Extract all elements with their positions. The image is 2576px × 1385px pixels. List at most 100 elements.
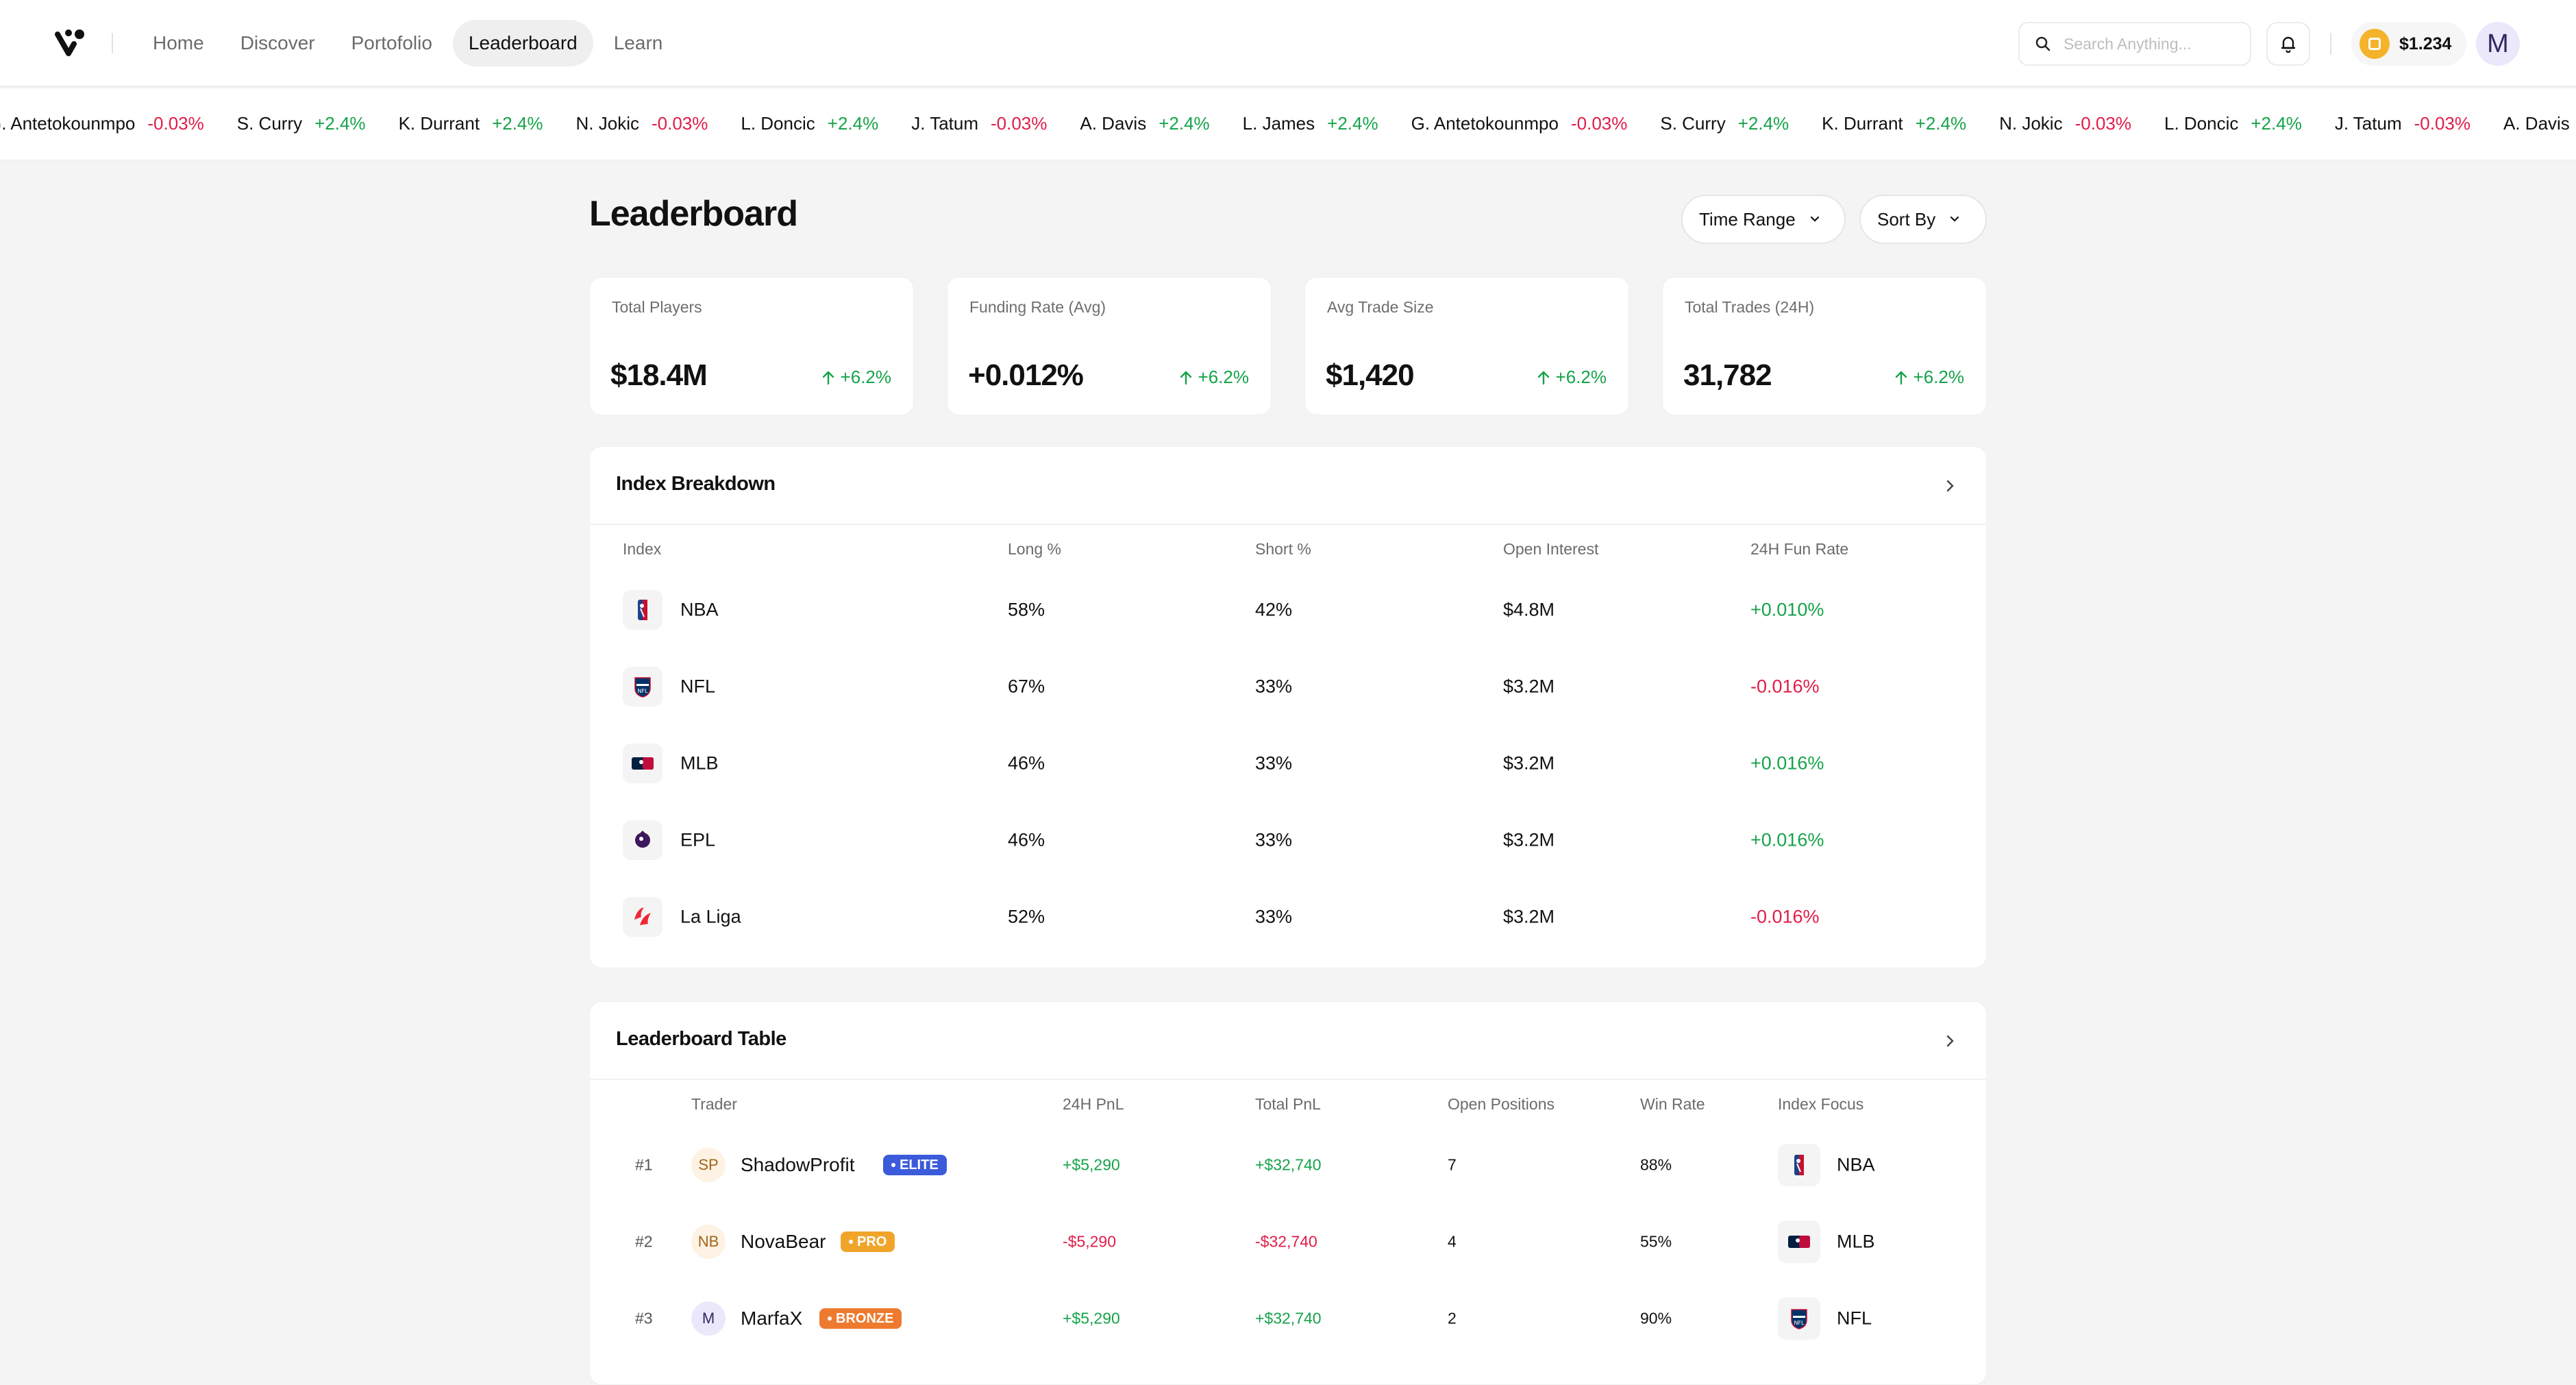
epl-logo-icon [623,820,662,860]
short-percent: 42% [1255,599,1293,620]
chevron-right-icon[interactable] [1941,477,1959,495]
trader-name[interactable]: MarfaX [741,1308,803,1329]
ticker-change: -0.03% [651,113,708,134]
tier-badge: ELITE [883,1155,947,1175]
col-header-win-rate: Win Rate [1640,1095,1705,1113]
open-interest: $3.2M [1503,676,1555,697]
short-percent: 33% [1255,829,1293,850]
index-row[interactable]: EPL 46% 33% $3.2M +0.016% [590,802,1987,879]
ticker-item[interactable]: K. Durrant +2.4% [1822,113,1966,134]
long-percent: 58% [1008,599,1045,620]
panel-title: Leaderboard Table [616,1028,787,1050]
sort-by-dropdown[interactable]: Sort By [1859,195,1987,244]
arrow-up-icon [1537,370,1549,384]
nav-leaderboard[interactable]: Leaderboard [452,20,593,66]
panel-header: Leaderboard Table [590,1002,1986,1080]
ticker-player-name: G. Antetokounmpo [1411,113,1559,134]
fun-rate: -0.016% [1750,676,1820,697]
ticker-item[interactable]: A. Davis+2.4% [2503,113,2576,134]
stat-card-total-players: Total Players $18.4M +6.2% [589,277,914,415]
brand-logo-icon[interactable] [55,26,86,58]
user-avatar[interactable]: M [2476,22,2520,66]
ticker-item[interactable]: L. Doncic +2.4% [2164,113,2302,134]
mlb-logo-icon [623,744,662,783]
ticker-item[interactable]: J. Tatum -0.03% [2335,113,2470,134]
leaderboard-row[interactable]: #1 SP ShadowProfit ELITE +$5,290 +$32,74… [590,1127,1987,1203]
tier-label: ELITE [900,1157,939,1173]
ticker-item[interactable]: K. Durrant +2.4% [399,113,543,134]
index-row[interactable]: La Liga 52% 33% $3.2M -0.016% [590,879,1987,955]
ticker-player-name: K. Durrant [398,113,480,134]
col-header-24h-pnl: 24H PnL [1063,1095,1124,1113]
pnl-total: +$32,740 [1255,1309,1322,1327]
nba-logo-icon [1778,1144,1820,1186]
bell-icon [2281,36,2296,53]
ticker-item[interactable]: G. Antetokounmpo -0.03% [1411,113,1628,134]
index-row[interactable]: NFL NFL 67% 33% $3.2M -0.016% [590,648,1987,725]
ticker-item[interactable]: A. Davis+2.4% [1080,113,1209,134]
ticker-item[interactable]: S. Curry +2.4% [237,113,366,134]
trader-name[interactable]: NovaBear [741,1231,826,1252]
ticker-item[interactable]: L. James +2.4% [1243,113,1378,134]
col-header-open-interest: Open Interest [1503,540,1599,558]
ticker-player-name: L. Doncic [741,113,815,134]
index-name: NFL [680,676,716,697]
stat-label: Total Trades (24H) [1685,298,1815,316]
ticker-player-name: S. Curry [236,113,303,134]
search-box[interactable] [2018,22,2251,66]
notifications-button[interactable] [2266,22,2310,66]
stat-value: $18.4M [610,358,708,392]
stat-value: $1,420 [1326,358,1415,392]
mlb-logo-icon [1778,1221,1820,1263]
long-percent: 46% [1008,829,1045,850]
index-name: EPL [680,829,716,850]
arrow-up-icon [1180,370,1191,384]
tier-label: PRO [857,1234,887,1249]
ticker-item[interactable]: G. Antetokounmpo -0.03% [0,113,204,134]
col-header-open-positions: Open Positions [1448,1095,1555,1113]
tier-badge: BRONZE [819,1308,902,1329]
trader-avatar: NB [691,1225,726,1259]
trader-name[interactable]: ShadowProfit [741,1154,855,1175]
leaderboard-table-panel: Leaderboard Table Trader 24H PnL Total P… [589,1001,1987,1385]
ticker-item[interactable]: L. Doncic +2.4% [741,113,878,134]
ticker-item[interactable]: S. Curry +2.4% [1660,113,1789,134]
index-row[interactable]: NBA 58% 42% $4.8M +0.010% [590,572,1987,648]
ticker-player-name: G. Antetokounmpo [0,113,136,134]
stats-cards: Total Players $18.4M +6.2% Funding Rate … [589,277,1987,415]
index-row[interactable]: MLB 46% 33% $3.2M +0.016% [590,725,1987,802]
leaderboard-row[interactable]: #3 M MarfaX BRONZE +$5,290 +$32,740 2 90… [590,1280,1987,1357]
ticker-item[interactable]: N. Jokic -0.03% [1999,113,2131,134]
short-percent: 33% [1255,906,1293,927]
nav-home[interactable]: Home [153,32,204,53]
ticker-item[interactable]: J. Tatum -0.03% [911,113,1047,134]
stat-change: +6.2% [1894,367,1964,388]
search-input[interactable] [2064,34,2242,53]
time-range-dropdown[interactable]: Time Range [1681,195,1846,244]
ticker-player-name: J. Tatum [911,113,978,134]
ticker-change: +2.4% [2251,113,2302,134]
col-header-fun-rate: 24H Fun Rate [1750,540,1849,558]
stat-label: Funding Rate (Avg) [969,298,1106,316]
ticker-change: +2.4% [827,113,879,134]
nav-discover[interactable]: Discover [240,32,315,53]
stat-change-value: +6.2% [1913,367,1964,387]
chevron-right-icon[interactable] [1941,1032,1959,1050]
wallet-balance-button[interactable]: $1.234 [2351,22,2467,66]
ticker-item[interactable]: N. Jokic -0.03% [576,113,708,134]
nav-learn[interactable]: Learn [613,32,663,53]
nav-portfolio[interactable]: Portofolio [351,32,432,53]
open-interest: $4.8M [1503,599,1555,620]
time-range-label: Time Range [1699,208,1796,230]
open-positions: 4 [1448,1232,1457,1251]
open-interest: $3.2M [1503,752,1555,774]
ticker-change: -0.03% [1570,113,1628,134]
col-header-index-focus: Index Focus [1778,1095,1864,1113]
ticker-player-name: S. Curry [1660,113,1726,134]
stat-card-total-trades: Total Trades (24H) 31,782 +6.2% [1662,277,1987,415]
leaderboard-row[interactable]: #2 NB NovaBear PRO -$5,290 -$32,740 4 55… [590,1203,1987,1280]
panel-title: Index Breakdown [616,473,776,495]
arrow-up-icon [822,370,834,384]
ticker-player-name: N. Jokic [1999,113,2063,134]
trader-rank: #1 [635,1155,653,1174]
